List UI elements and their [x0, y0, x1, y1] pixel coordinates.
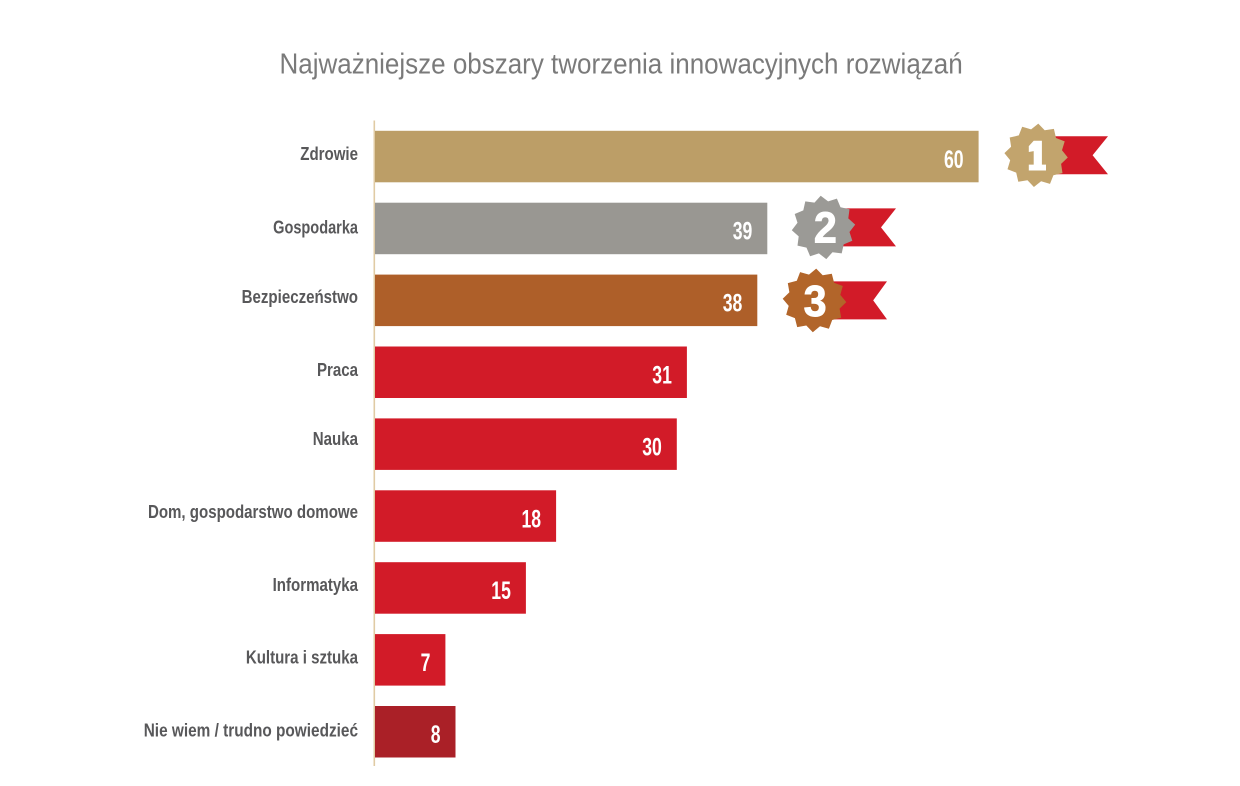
svg-text:30: 30 — [642, 432, 662, 461]
svg-text:Nie wiem / trudno powiedzieć: Nie wiem / trudno powiedzieć — [144, 720, 358, 741]
svg-text:Bezpieczeństwo: Bezpieczeństwo — [242, 286, 358, 307]
svg-text:3: 3 — [804, 277, 827, 325]
svg-text:Zdrowie: Zdrowie — [300, 144, 358, 165]
svg-text:38: 38 — [723, 288, 743, 317]
svg-text:31: 31 — [652, 360, 672, 389]
svg-text:Dom, gospodarstwo domowe: Dom, gospodarstwo domowe — [148, 501, 358, 522]
svg-text:Informatyka: Informatyka — [273, 574, 359, 595]
svg-text:Nauka: Nauka — [313, 429, 359, 450]
svg-text:18: 18 — [522, 504, 542, 533]
svg-text:Praca: Praca — [317, 359, 359, 380]
svg-text:Gospodarka: Gospodarka — [273, 217, 359, 238]
svg-text:15: 15 — [491, 576, 511, 605]
svg-text:Kultura i sztuka: Kultura i sztuka — [246, 647, 359, 668]
svg-text:8: 8 — [431, 720, 441, 749]
svg-text:2: 2 — [814, 204, 837, 252]
svg-text:39: 39 — [733, 217, 753, 246]
svg-text:7: 7 — [421, 648, 431, 677]
svg-text:Najważniejsze obszary tworzeni: Najważniejsze obszary tworzenia innowacy… — [280, 48, 963, 80]
svg-text:60: 60 — [944, 145, 964, 174]
